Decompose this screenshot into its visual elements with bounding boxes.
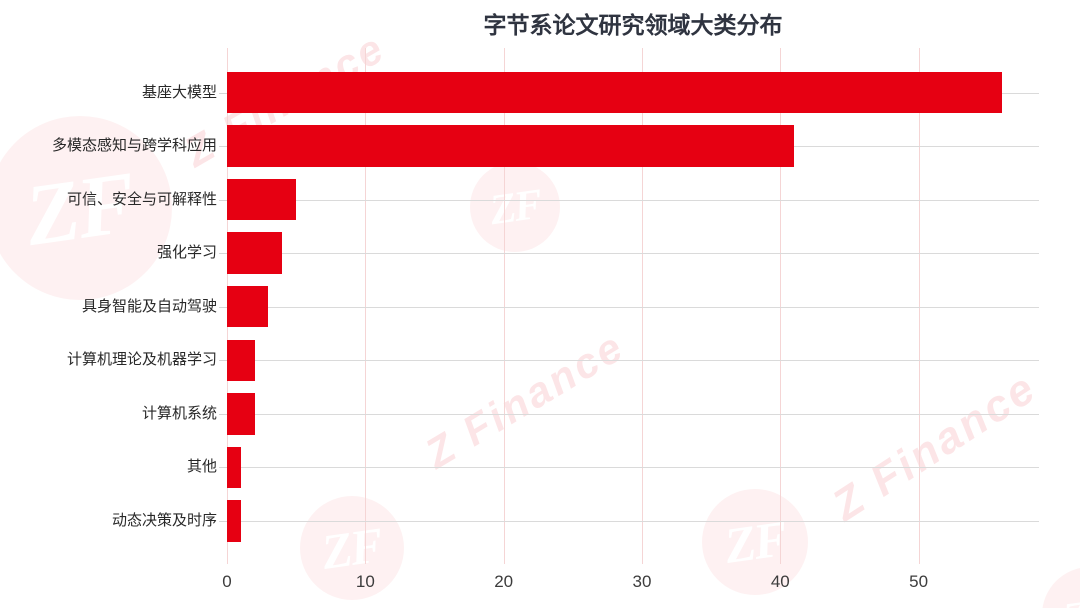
- y-tick-mark: [219, 199, 227, 201]
- category-label: 动态决策及时序: [111, 511, 217, 529]
- y-tick-mark: [219, 520, 227, 522]
- y-tick-mark: [219, 146, 227, 148]
- y-tick-mark: [219, 467, 227, 469]
- x-tick-label: 30: [632, 572, 652, 591]
- y-tick-mark: [219, 92, 227, 94]
- row-center-line: [227, 253, 1039, 255]
- bar-8: [227, 500, 241, 542]
- category-label: 可信、安全与可解释性: [66, 190, 217, 208]
- x-tick-label: 50: [909, 572, 929, 591]
- category-label: 多模态感知与跨学科应用: [51, 137, 217, 155]
- x-gridline: [918, 48, 920, 564]
- row-center-line: [227, 413, 1039, 415]
- y-tick-mark: [219, 306, 227, 308]
- category-label: 其他: [186, 458, 217, 476]
- category-label: 强化学习: [156, 244, 217, 262]
- row-center-line: [227, 360, 1039, 362]
- chart-title: 字节系论文研究领域大类分布: [483, 12, 783, 38]
- category-label: 计算机理论及机器学习: [66, 351, 217, 369]
- row-center-line: [227, 306, 1039, 308]
- x-tick-label: 40: [770, 572, 790, 591]
- x-tick-label: 20: [494, 572, 514, 591]
- x-tick-label: 10: [355, 572, 375, 591]
- y-tick-mark: [219, 360, 227, 362]
- bar-6: [227, 393, 255, 435]
- x-tick-label: 0: [222, 572, 232, 591]
- category-label: 计算机系统: [141, 404, 217, 422]
- y-tick-mark: [219, 253, 227, 255]
- y-tick-mark: [219, 413, 227, 415]
- category-label: 具身智能及自动驾驶: [81, 297, 217, 315]
- bar-7: [227, 446, 241, 489]
- x-gridline: [365, 48, 367, 564]
- x-gridline: [503, 48, 505, 564]
- bar-5: [227, 339, 255, 381]
- row-center-line: [227, 199, 1039, 201]
- x-gridline: [641, 48, 643, 564]
- bar-3: [227, 232, 283, 274]
- bar-1: [227, 125, 795, 167]
- x-gridline: [780, 48, 782, 564]
- bar-2: [227, 178, 297, 221]
- bar-0: [227, 71, 1002, 114]
- category-label: 基座大模型: [141, 83, 217, 101]
- bar-4: [227, 285, 269, 328]
- row-center-line: [227, 467, 1039, 469]
- row-center-line: [227, 520, 1039, 522]
